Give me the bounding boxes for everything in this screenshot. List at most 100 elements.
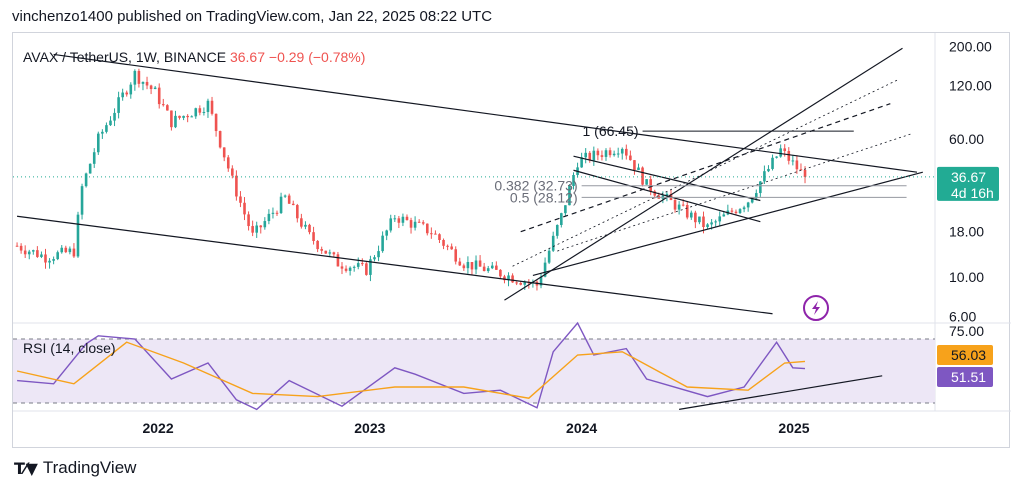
- candle-body: [681, 204, 685, 206]
- candle-body: [568, 186, 571, 206]
- candle-body: [222, 147, 226, 158]
- candle-body: [588, 152, 592, 161]
- candle-body: [738, 209, 742, 214]
- fib-level-label: 1 (66.45): [583, 123, 639, 139]
- flash-bolt-icon: [812, 301, 820, 315]
- price-axis-tick: 120.00: [949, 78, 992, 94]
- channel-mid-dashed-line: [520, 103, 891, 233]
- candle-body: [754, 193, 758, 199]
- candle-body: [706, 224, 709, 228]
- rsi-trend-line: [679, 375, 883, 410]
- time-axis-tick: 2023: [354, 420, 385, 436]
- candle-body: [218, 131, 222, 148]
- candle-body: [689, 212, 693, 218]
- candle-body: [186, 115, 189, 118]
- candle-body: [486, 268, 490, 272]
- candle-body: [425, 223, 429, 234]
- candle-body: [499, 269, 502, 277]
- candle-body: [300, 218, 303, 227]
- candle-body: [629, 155, 632, 161]
- candle-body: [490, 265, 494, 269]
- rsi-axis-tick: 75.00: [949, 323, 984, 339]
- candle-body: [515, 282, 518, 284]
- falling-wedge-lower-line: [573, 169, 761, 223]
- candle-body: [267, 213, 271, 222]
- rsi-ma-badge: [937, 345, 993, 365]
- candle-body: [214, 113, 218, 132]
- candle-body: [746, 202, 750, 208]
- candle-body: [677, 204, 681, 210]
- ascending-channel-lower-line: [532, 171, 923, 277]
- candle-body: [734, 211, 738, 214]
- time-axis-tick: 2024: [566, 420, 597, 436]
- candle-body: [352, 266, 356, 268]
- candle-body: [519, 283, 523, 285]
- candle-body: [27, 251, 31, 255]
- candle-body: [564, 205, 567, 214]
- candle-body: [625, 148, 628, 156]
- rsi-value-badge: [937, 367, 993, 387]
- candle-body: [653, 191, 657, 196]
- candle-body: [182, 115, 185, 118]
- candle-body: [15, 245, 19, 247]
- candle-body: [458, 261, 462, 266]
- candle-body: [76, 214, 80, 257]
- candle-body: [133, 70, 137, 85]
- candle-body: [775, 156, 778, 158]
- candle-body: [60, 247, 64, 253]
- candle-body: [117, 97, 120, 113]
- candle-body: [32, 250, 35, 252]
- candle-body: [283, 195, 287, 197]
- chart-frame[interactable]: 1 (66.45) 0.382 (32.73) 0.5 (28.12) AVAX / …: [12, 32, 1011, 449]
- candle-body: [596, 150, 600, 156]
- candle-body: [361, 263, 364, 265]
- candle-body: [779, 148, 782, 157]
- candle-body: [543, 262, 547, 277]
- candle-body: [511, 275, 514, 283]
- candle-body: [369, 259, 372, 275]
- candle-body: [312, 232, 315, 241]
- candle-body: [641, 167, 644, 185]
- candle-body: [308, 224, 311, 233]
- candle-body: [495, 265, 498, 270]
- candle-body: [742, 207, 746, 210]
- candle-body: [36, 250, 39, 257]
- candle-body: [507, 275, 510, 281]
- candle-body: [803, 169, 807, 177]
- candle-body: [243, 202, 246, 215]
- chart-canvas[interactable]: 1 (66.45) 0.382 (32.73)0.5 (28.12) AVAX / …: [13, 33, 1011, 449]
- symbol-title: AVAX / TetherUS, 1W, BINANCE: [23, 49, 230, 65]
- candle-body: [389, 218, 393, 231]
- candle-body: [239, 196, 242, 203]
- candle-body: [551, 235, 555, 251]
- candle-body: [604, 150, 608, 157]
- price-axis-tick: 60.00: [949, 131, 984, 147]
- candle-body: [393, 218, 397, 220]
- candle-body: [462, 265, 466, 269]
- candle-body: [722, 214, 726, 217]
- candle-body: [478, 260, 482, 267]
- candle-body: [685, 204, 689, 218]
- candle-body: [226, 157, 230, 169]
- candle-body: [23, 250, 27, 255]
- candle-body: [645, 179, 648, 185]
- rsi-ma-value: 56.03: [951, 347, 986, 363]
- candle-body: [620, 148, 624, 154]
- candle-body: [340, 266, 344, 269]
- candle-body: [194, 108, 198, 117]
- symbol-legend: AVAX / TetherUS, 1W, BINANCE 36.67 −0.29…: [23, 49, 365, 65]
- falling-wedge-upper-line: [573, 155, 761, 202]
- candle-body: [482, 266, 486, 272]
- candle-body: [572, 174, 575, 187]
- candle-body: [101, 131, 104, 134]
- tradingview-footer[interactable]: T⁄▼ TradingView: [14, 458, 136, 478]
- tradingview-brand: TradingView: [42, 458, 137, 477]
- candle-body: [72, 248, 76, 257]
- candle-body: [665, 193, 669, 196]
- candle-body: [279, 196, 283, 214]
- fib-level-label: 0.382 (32.73): [494, 178, 577, 194]
- candle-body: [206, 100, 210, 112]
- candle-body: [275, 212, 279, 214]
- candle-body: [356, 263, 360, 267]
- candle-body: [580, 157, 583, 168]
